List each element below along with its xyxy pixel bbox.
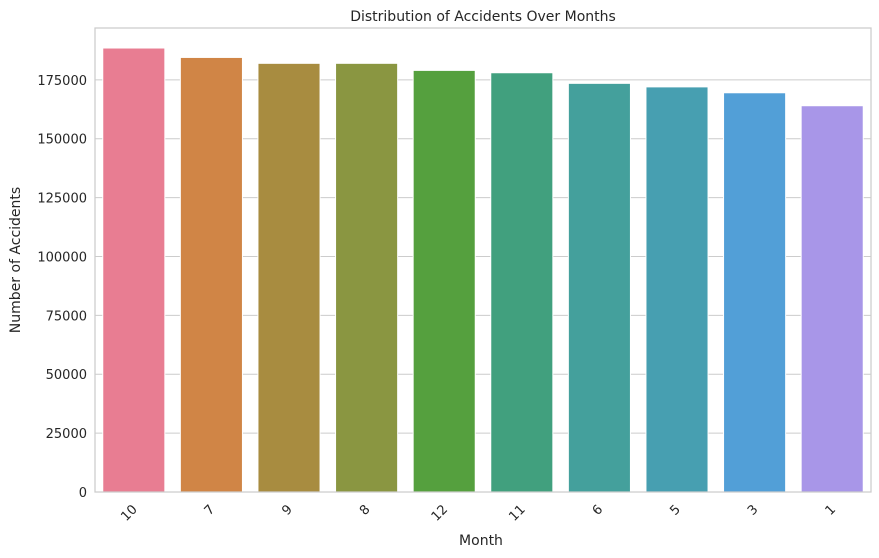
bar-month-8 <box>335 62 399 493</box>
x-tick-label: 5 <box>667 502 683 518</box>
x-tick-label: 1 <box>823 502 839 518</box>
x-tick-label: 6 <box>590 502 606 518</box>
y-tick-labels: 0 25000 50000 75000 100000 125000 150000 175000 <box>37 74 87 501</box>
bar-month-10 <box>102 47 166 493</box>
x-tick-labels: 10 7 9 8 12 11 6 5 3 1 <box>118 502 839 524</box>
y-tick-label: 125000 <box>37 192 87 207</box>
bar-month-3 <box>723 92 787 493</box>
x-tick-label: 9 <box>279 502 295 518</box>
y-tick-label: 150000 <box>37 133 87 148</box>
bar-month-6 <box>567 82 631 493</box>
chart-title: Distribution of Accidents Over Months <box>350 9 616 25</box>
y-axis-label: Number of Accidents <box>8 187 24 333</box>
y-tick-label: 50000 <box>46 368 87 383</box>
bar-month-12 <box>412 69 476 493</box>
plot-frame <box>94 27 872 493</box>
x-tick-label: 8 <box>357 502 373 518</box>
y-tick-label: 25000 <box>46 427 87 442</box>
x-tick-label: 11 <box>506 502 528 524</box>
y-tick-label: 100000 <box>37 250 87 265</box>
bar-month-11 <box>490 72 554 493</box>
y-tick-label: 0 <box>79 486 87 501</box>
x-tick-label: 12 <box>429 502 451 524</box>
y-tick-label: 175000 <box>37 74 87 89</box>
x-axis-label: Month <box>459 533 503 549</box>
bars <box>102 47 864 493</box>
bar-month-9 <box>257 62 321 493</box>
bar-month-7 <box>179 56 243 493</box>
bar-month-5 <box>645 86 709 493</box>
x-tick-label: 3 <box>745 502 761 518</box>
y-tick-label: 75000 <box>46 309 87 324</box>
x-tick-label: 10 <box>118 502 140 524</box>
bar-month-1 <box>800 105 864 493</box>
x-tick-label: 7 <box>202 502 218 518</box>
